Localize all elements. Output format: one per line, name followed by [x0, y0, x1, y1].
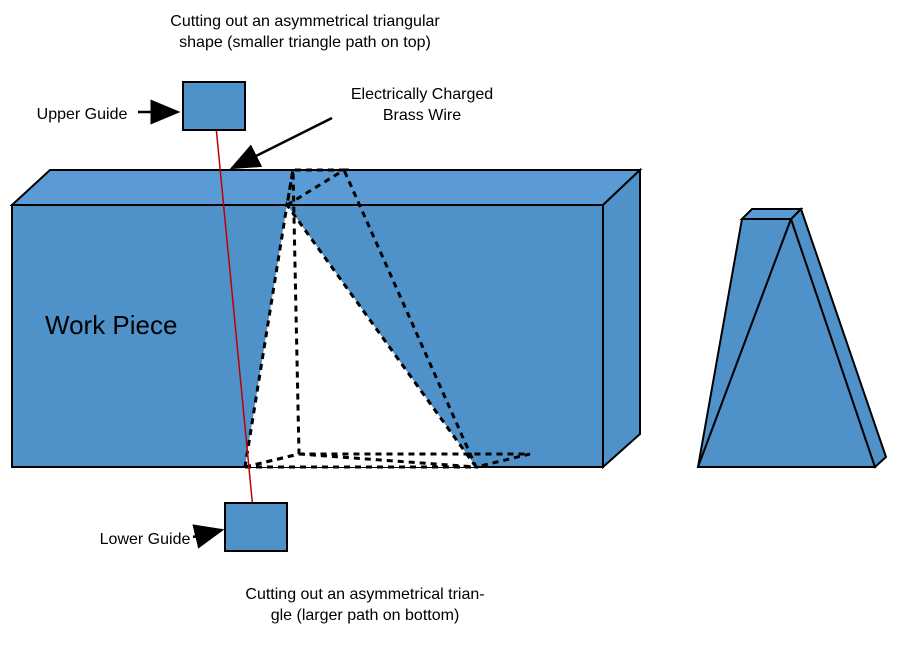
workpiece-top-face: [12, 170, 640, 205]
workpiece-label: Work Piece: [45, 310, 245, 341]
top-caption: Cutting out an asymmetrical triangularsh…: [145, 12, 465, 54]
workpiece-side-face: [603, 170, 640, 467]
upper-guide-label: Upper Guide: [32, 105, 132, 126]
upper-guide-block: [183, 82, 245, 130]
lower-guide-arrow: [193, 530, 222, 537]
bottom-caption: Cutting out an asymmetrical trian-gle (l…: [205, 585, 525, 627]
wire-label: Electrically ChargedBrass Wire: [322, 85, 522, 127]
lower-guide-label: Lower Guide: [95, 530, 195, 551]
wire-arrow: [232, 118, 332, 168]
result-piece-top: [742, 209, 801, 219]
lower-guide-block: [225, 503, 287, 551]
